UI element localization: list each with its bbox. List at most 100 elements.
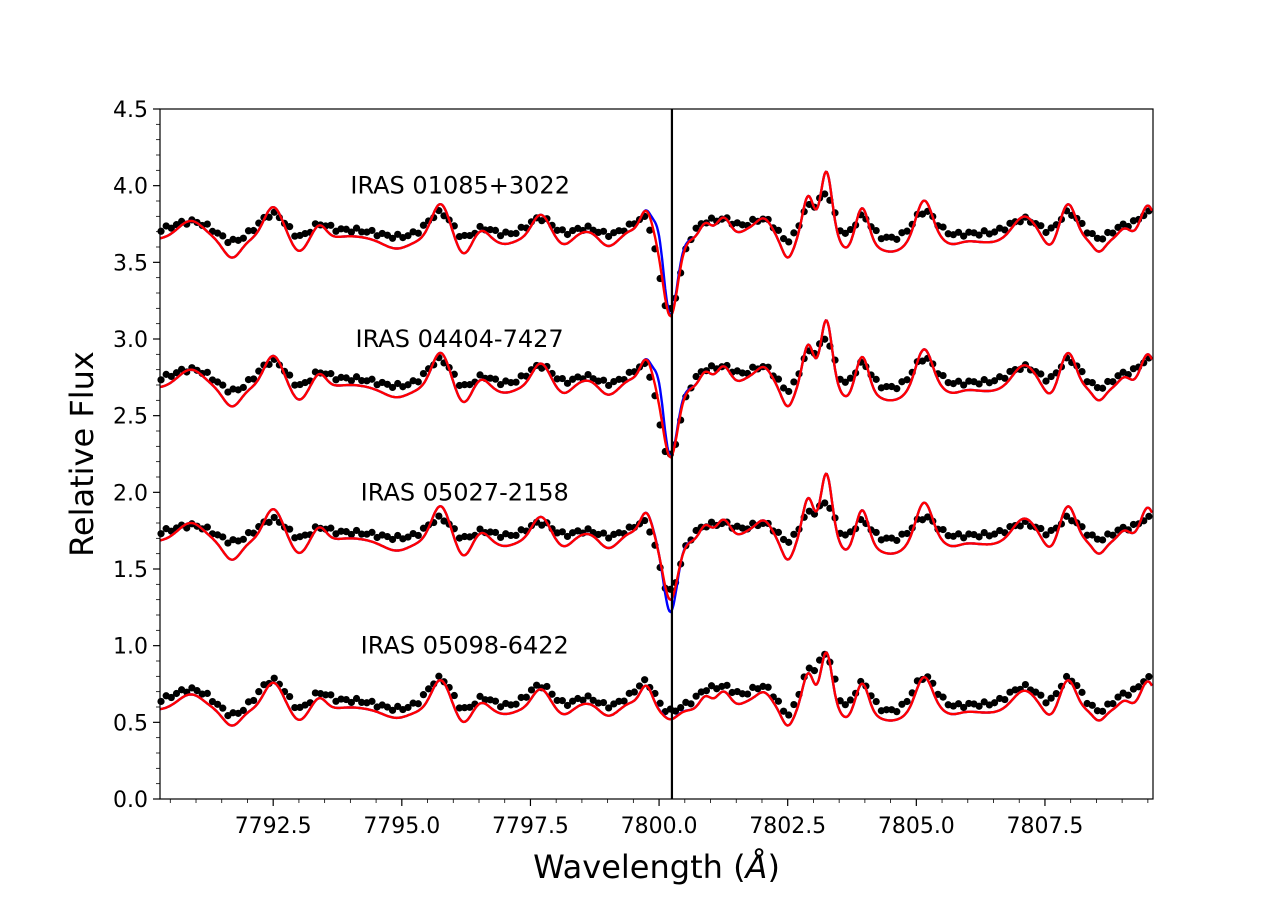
observed-point (1109, 531, 1117, 539)
observed-point (286, 223, 294, 231)
observed-point (255, 688, 263, 696)
x-axis-label-text: Wavelength ( (533, 848, 745, 886)
observed-point (707, 518, 716, 526)
observed-point (291, 703, 299, 712)
observed-point (358, 228, 366, 236)
observed-point (960, 232, 968, 240)
observed-point (497, 380, 505, 389)
observed-point (1145, 673, 1153, 681)
observed-point (960, 534, 968, 542)
observed-point (872, 697, 880, 706)
observed-point (841, 378, 849, 386)
observed-point (599, 698, 608, 707)
observed-point (960, 703, 968, 712)
observed-point (460, 704, 469, 712)
observed-point (1078, 688, 1086, 696)
y-axis: 0.0 0.5 1.0 1.5 2.0 2.5 3.0 3.5 4.0 4.5 (113, 98, 160, 813)
observed-point (167, 224, 175, 232)
observed-point (1042, 699, 1050, 707)
observed-point (394, 531, 402, 540)
observed-point (414, 531, 422, 540)
observed-point (388, 234, 397, 242)
spectrum-label: IRAS 04404-7427 (356, 325, 564, 353)
observed-point (563, 532, 572, 541)
observed-point (419, 691, 428, 699)
observed-point (224, 238, 232, 247)
observed-point (1042, 531, 1050, 539)
observed-point (1088, 379, 1096, 387)
observed-point (1104, 377, 1112, 386)
y-tick-label: 4.5 (113, 98, 148, 123)
observed-point (157, 530, 165, 538)
observed-point (286, 371, 294, 379)
observed-point (193, 687, 201, 695)
observed-point (563, 701, 572, 710)
observed-point (599, 376, 608, 384)
observed-point (980, 528, 988, 537)
observed-point (440, 517, 448, 525)
observed-point (702, 687, 711, 695)
observed-point (497, 232, 505, 240)
observed-point (327, 524, 335, 532)
observed-point (1001, 695, 1009, 704)
observed-point (358, 530, 366, 538)
observed-point (980, 227, 988, 235)
y-axis-label: Relative Flux (63, 351, 101, 557)
observed-point (460, 381, 469, 389)
observed-point (882, 233, 891, 241)
observed-point (990, 699, 999, 707)
observed-point (815, 656, 824, 664)
observed-point (219, 533, 227, 541)
observed-point (774, 375, 783, 383)
observed-point (404, 232, 412, 240)
observed-point (414, 700, 422, 708)
observed-point (1104, 700, 1112, 708)
observed-point (455, 704, 464, 712)
observed-point (779, 235, 788, 243)
observed-point (1098, 235, 1107, 243)
observed-point (368, 697, 376, 705)
observed-point (491, 226, 500, 234)
observed-point (327, 691, 335, 699)
observed-point (584, 525, 592, 533)
observed-point (615, 697, 623, 705)
observed-point (512, 531, 520, 540)
observed-point (157, 376, 165, 384)
observed-point (219, 704, 227, 712)
observed-point (497, 703, 505, 711)
y-tick-label: 0.0 (113, 788, 148, 813)
observed-point (527, 686, 536, 694)
observed-point (481, 696, 489, 704)
observed-point (466, 703, 474, 711)
observed-point (563, 379, 572, 387)
observed-point (1088, 701, 1096, 709)
observed-point (990, 228, 999, 236)
observed-point (939, 371, 947, 380)
observed-point (677, 703, 685, 712)
x-tick-label: 7802.5 (749, 814, 826, 839)
observed-point (841, 229, 849, 237)
observed-point (625, 220, 633, 228)
observed-point (512, 700, 520, 708)
observed-point (903, 529, 911, 538)
observed-point (1042, 228, 1050, 237)
observed-point (821, 499, 829, 507)
plot-frame (159, 108, 1154, 800)
observed-point (774, 528, 783, 536)
observed-point (790, 229, 798, 237)
observed-point (203, 368, 211, 376)
observed-point (1021, 680, 1030, 689)
observed-point (558, 374, 566, 383)
observed-point (219, 232, 227, 240)
observed-point (656, 699, 664, 707)
observed-point (1062, 672, 1071, 681)
y-tick-label: 0.5 (113, 711, 148, 736)
series-layer (157, 170, 1154, 727)
observed-point (322, 691, 330, 699)
observed-point (615, 227, 623, 235)
observed-point (491, 697, 500, 705)
observed-point (1098, 707, 1107, 715)
observed-point (903, 227, 911, 235)
observed-point (872, 226, 880, 235)
observed-point (265, 679, 273, 688)
